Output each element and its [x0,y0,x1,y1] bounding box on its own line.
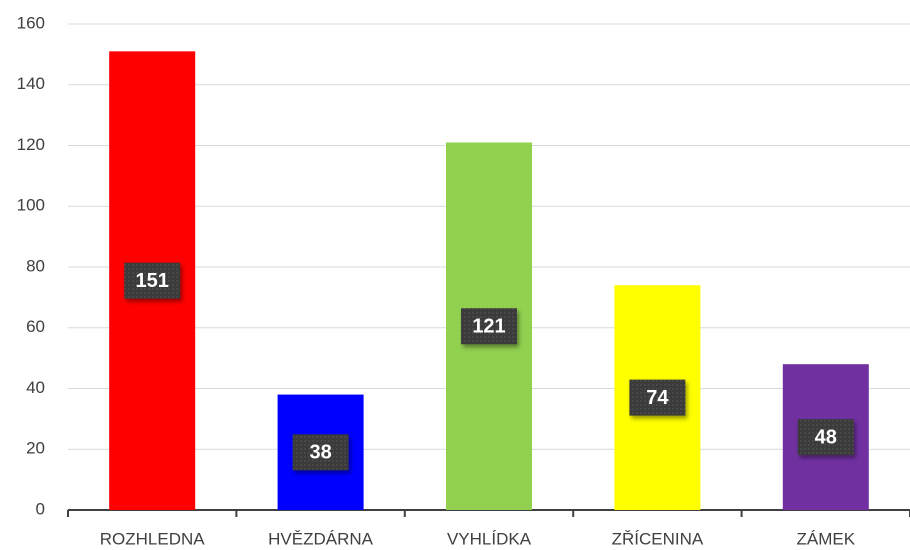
data-label: 121 [472,316,505,338]
data-label: 48 [815,426,837,448]
data-label: 38 [309,442,331,464]
y-tick-label: 100 [17,196,45,215]
data-label-box [797,419,854,456]
x-tick-label: ROZHLEDNA [100,529,206,548]
x-tick-label: ZŘÍCENINA [612,529,704,548]
data-label: 74 [646,387,669,409]
y-tick-label: 40 [26,378,45,397]
y-tick-label: 20 [26,439,45,458]
y-tick-label: 120 [17,135,45,154]
y-tick-label: 60 [26,317,45,336]
y-tick-label: 140 [17,74,45,93]
x-tick-label: ZÁMEK [797,529,856,548]
x-tick-label: HVĚZDÁRNA [268,529,374,548]
data-label: 151 [136,270,169,292]
y-tick-label: 80 [26,256,45,275]
y-tick-label: 160 [17,13,45,32]
x-tick-label: VYHLÍDKA [447,529,532,548]
data-label-box [461,308,517,345]
y-tick-label: 0 [36,499,45,518]
data-label-box [124,262,181,299]
data-label-box [292,434,349,471]
data-label-box [629,379,686,416]
